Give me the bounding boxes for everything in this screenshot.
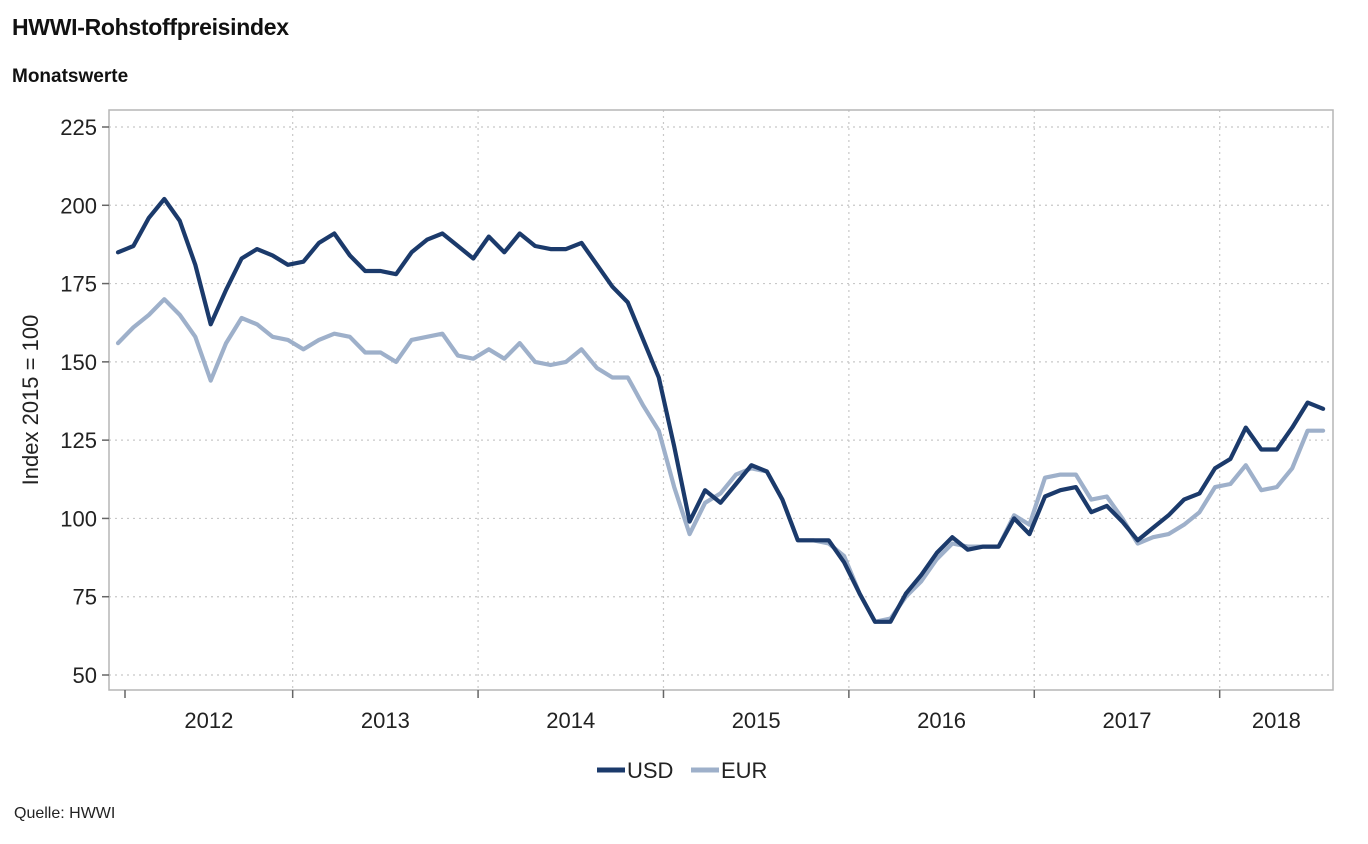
x-tick-label: 2016 bbox=[917, 708, 966, 733]
x-tick-label: 2012 bbox=[184, 708, 233, 733]
legend-label-usd: USD bbox=[627, 758, 673, 783]
grid-layer bbox=[109, 110, 1333, 690]
chart-subtitle: Monatswerte bbox=[12, 66, 129, 87]
source-note: Quelle: HWWI bbox=[14, 805, 116, 822]
y-tick-label: 225 bbox=[60, 115, 97, 140]
axis-layer: 50 75 100 125 150 175 200 225 2012 2013 2014 2015 20… bbox=[60, 115, 1301, 733]
legend: USD EUR bbox=[597, 758, 767, 783]
x-tick-label: 2018 bbox=[1252, 708, 1301, 733]
series-line-eur bbox=[115, 297, 1326, 624]
y-axis-title: Index 2015 = 100 bbox=[18, 315, 43, 486]
y-tick-label: 75 bbox=[73, 585, 97, 610]
y-tick-label: 175 bbox=[60, 272, 97, 297]
series-line-usd bbox=[115, 196, 1326, 624]
x-tick-label: 2013 bbox=[361, 708, 410, 733]
y-tick-label: 200 bbox=[60, 193, 97, 218]
legend-label-eur: EUR bbox=[721, 758, 767, 783]
x-tick-label: 2014 bbox=[546, 708, 595, 733]
chart-title: HWWI-Rohstoffpreisindex bbox=[12, 14, 289, 40]
series-layer bbox=[115, 196, 1326, 624]
y-tick-label: 125 bbox=[60, 428, 97, 453]
y-tick-label: 150 bbox=[60, 350, 97, 375]
plot-frame bbox=[108, 109, 1334, 691]
x-tick-label: 2017 bbox=[1102, 708, 1151, 733]
y-tick-label: 100 bbox=[60, 506, 97, 531]
x-tick-label: 2015 bbox=[732, 708, 781, 733]
y-tick-label: 50 bbox=[73, 663, 97, 688]
